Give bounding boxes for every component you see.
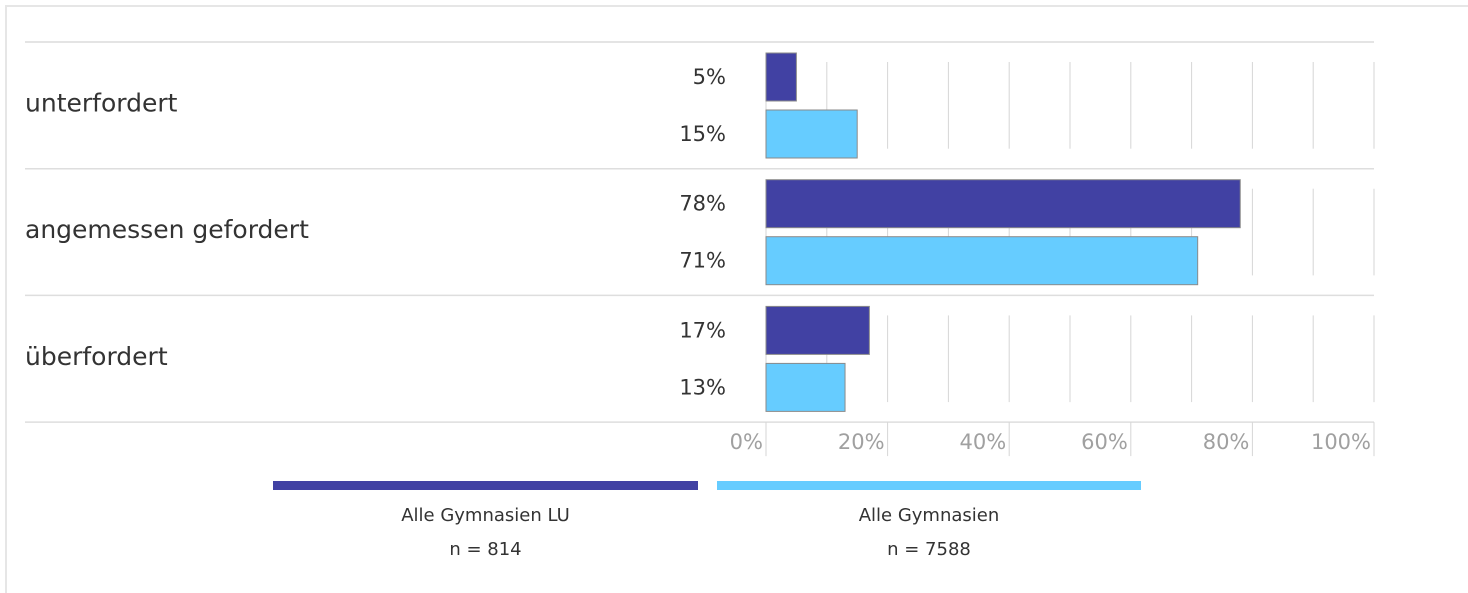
value-label: 13% [679,375,726,399]
bar [765,52,797,102]
legend-swatch [273,481,698,490]
value-label: 17% [679,318,726,342]
frame [5,5,1468,593]
bar [765,179,1241,229]
value-label: 78% [679,192,726,216]
x-tick-label: 20% [838,430,885,454]
x-tick-label: 40% [960,430,1007,454]
value-label: 15% [679,122,726,146]
x-tick-label: 100% [1311,430,1371,454]
category-label: überfordert [25,342,168,371]
x-tick-label: 80% [1203,430,1250,454]
x-tick-label: 60% [1081,430,1128,454]
bar [765,109,858,159]
value-label: 5% [693,65,726,89]
legend-note: n = 7588 [887,539,971,560]
value-label: 71% [679,249,726,273]
legend-label: Alle Gymnasien [859,505,1000,526]
bar [765,362,846,412]
legend-swatch [717,481,1141,490]
category-label: angemessen gefordert [25,215,309,244]
x-tick-label: 0% [730,430,763,454]
category-label: unterfordert [25,88,178,117]
legend-label: Alle Gymnasien LU [401,505,570,526]
bar [765,236,1199,286]
bar [765,305,870,355]
legend-note: n = 814 [449,539,521,560]
